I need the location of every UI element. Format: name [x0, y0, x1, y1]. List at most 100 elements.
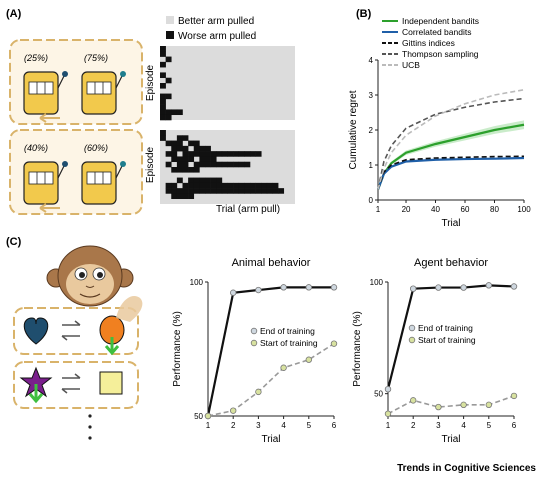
legend-marker — [408, 336, 416, 344]
series-line — [377, 97, 525, 190]
raster-cell-worse — [176, 140, 183, 147]
raster-cell-worse — [160, 135, 166, 141]
raster-cell-worse — [261, 182, 268, 189]
x-tick-label: 1 — [376, 205, 381, 214]
raster-cell-worse — [216, 177, 223, 184]
chart-title: Agent behavior — [414, 257, 488, 269]
raster-cell-worse — [165, 109, 172, 116]
raster-cell-worse — [176, 161, 183, 168]
panel-c: (C) — [6, 236, 518, 445]
raster-cell-worse — [233, 188, 240, 194]
legend-worse-label: Worse arm pulled — [178, 31, 256, 42]
raster-cell-worse — [216, 161, 223, 168]
raster-cell-worse — [188, 182, 195, 189]
raster-cell-worse — [165, 188, 172, 194]
raster-cell-worse — [160, 98, 166, 105]
data-point — [485, 401, 492, 409]
data-point — [280, 364, 287, 371]
swap-arrows-icon — [61, 373, 81, 394]
raster-cell-worse — [227, 188, 234, 194]
raster-cell-worse — [182, 135, 189, 141]
raster-cell-worse — [171, 140, 178, 147]
raster-cell-worse — [227, 151, 234, 157]
data-point — [485, 282, 492, 289]
data-point — [435, 284, 442, 291]
raster-cell-worse — [233, 151, 240, 157]
reward-arrow-icon — [104, 337, 120, 356]
raster-cell-worse — [160, 46, 166, 52]
legend-worse-swatch — [166, 31, 174, 39]
raster-cell-worse — [182, 193, 189, 200]
x-tick-label: 5 — [307, 421, 312, 430]
raster-cell-worse — [182, 161, 189, 168]
y-tick-label: 2 — [369, 126, 374, 135]
series-line — [387, 395, 515, 415]
y-tick-label: 4 — [369, 56, 374, 65]
x-tick-label: 1 — [386, 421, 391, 430]
raster-cell-worse — [272, 182, 279, 189]
legend-label: End of training — [260, 326, 315, 336]
legend-label: Start of training — [260, 338, 318, 348]
raster-cell-worse — [188, 140, 195, 147]
raster-cell-worse — [205, 188, 211, 194]
raster-cell-worse — [216, 188, 223, 194]
raster-cell-worse — [250, 151, 256, 157]
y-tick-label: 0 — [369, 196, 374, 205]
reward-arrow-icon — [28, 384, 44, 404]
series-line — [206, 286, 334, 417]
raster-cell-worse — [193, 177, 200, 184]
y-tick-label: 100 — [190, 278, 204, 287]
raster-cell-worse — [238, 161, 245, 168]
raster-background — [160, 46, 295, 120]
y-tick-label: 3 — [369, 91, 374, 100]
legend-label: Thompson sampling — [402, 49, 479, 59]
raster-cell-worse — [160, 93, 166, 100]
raster-cell-worse — [171, 188, 178, 194]
x-tick-label: 6 — [512, 421, 517, 430]
panel-a-tag: (A) — [6, 8, 22, 20]
raster-cell-worse — [216, 182, 223, 189]
x-tick-label: 100 — [517, 205, 531, 214]
bottom-prob-right: (60%) — [84, 143, 108, 153]
raster-cell-worse — [233, 161, 240, 168]
raster-cell-worse — [165, 93, 172, 100]
raster-cell-worse — [188, 156, 195, 163]
raster-cell-worse — [176, 167, 183, 173]
raster-cell-worse — [188, 193, 195, 200]
raster-xlabel: Trial (arm pull) — [216, 204, 280, 215]
data-point — [435, 403, 442, 411]
x-tick-label: 20 — [402, 205, 411, 214]
raster-cell-worse — [176, 177, 183, 184]
y-tick-label: 1 — [369, 161, 374, 170]
raster-cell-worse — [165, 56, 172, 63]
raster-cell-worse — [160, 104, 166, 110]
ellipsis-dots — [88, 414, 92, 440]
raster-cell-worse — [182, 188, 189, 194]
raster-cell-worse — [176, 109, 183, 116]
raster-cell-worse — [188, 177, 195, 184]
raster-cell-worse — [188, 188, 195, 194]
data-point — [229, 289, 237, 296]
legend-marker — [408, 324, 416, 332]
raster-cell-worse — [176, 193, 183, 200]
data-point — [410, 397, 417, 404]
legend-marker — [250, 339, 258, 347]
raster-cell-worse — [176, 145, 183, 152]
data-point — [305, 356, 312, 363]
raster-cell-worse — [210, 177, 217, 184]
x-axis-label: Trial — [441, 218, 460, 229]
legend-better-label: Better arm pulled — [178, 16, 254, 27]
raster-cell-worse — [205, 177, 211, 184]
data-point — [330, 284, 338, 291]
data-point — [510, 392, 518, 400]
raster-bottom-ylabel: Episode — [145, 146, 156, 183]
raster-cell-worse — [171, 193, 178, 200]
x-tick-label: 3 — [436, 421, 441, 430]
raster-cell-worse — [278, 188, 285, 194]
raster-cell-worse — [221, 151, 228, 157]
raster-cell-worse — [250, 182, 256, 189]
raster-cell-worse — [244, 151, 251, 157]
x-tick-label: 6 — [332, 421, 337, 430]
